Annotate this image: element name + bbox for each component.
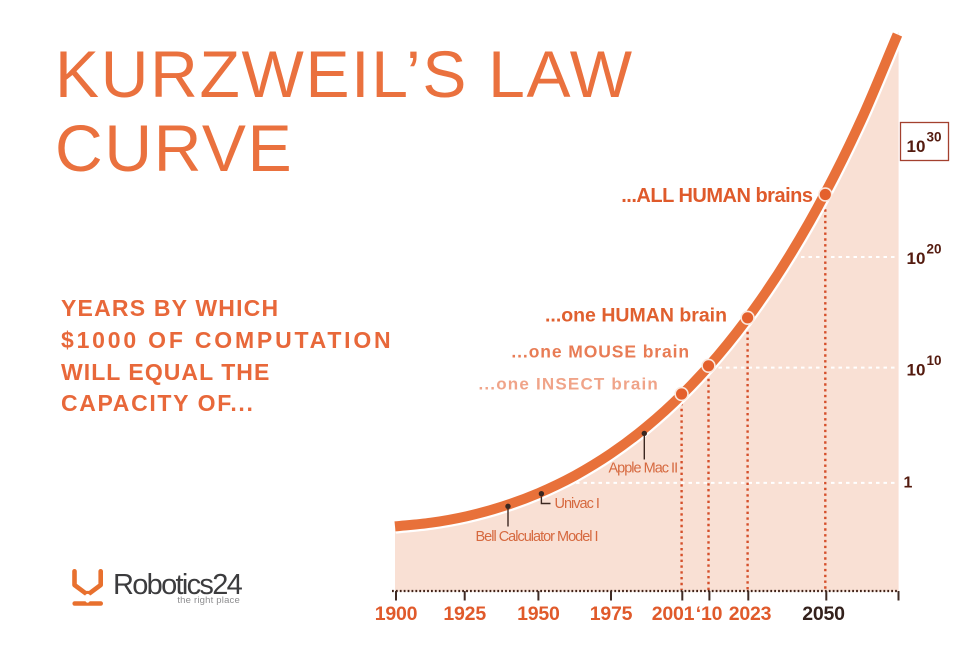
svg-text:20: 20 bbox=[927, 242, 942, 257]
svg-text:Apple Mac II: Apple Mac II bbox=[609, 461, 678, 477]
svg-text:‘10: ‘10 bbox=[696, 603, 723, 625]
svg-text:10: 10 bbox=[907, 249, 926, 268]
svg-text:...one INSECT brain: ...one INSECT brain bbox=[478, 375, 659, 394]
svg-text:...one HUMAN brain: ...one HUMAN brain bbox=[545, 305, 727, 327]
svg-text:1975: 1975 bbox=[590, 603, 633, 625]
svg-text:...ALL HUMAN brains: ...ALL HUMAN brains bbox=[621, 185, 813, 207]
svg-text:Univac I: Univac I bbox=[555, 496, 599, 512]
svg-text:10: 10 bbox=[907, 137, 926, 156]
svg-text:1950: 1950 bbox=[517, 603, 560, 625]
svg-text:1925: 1925 bbox=[443, 603, 486, 625]
svg-text:2050: 2050 bbox=[802, 603, 845, 625]
svg-text:10: 10 bbox=[907, 361, 926, 380]
svg-text:2001: 2001 bbox=[652, 603, 695, 625]
svg-text:...one MOUSE brain: ...one MOUSE brain bbox=[511, 342, 690, 362]
svg-text:1: 1 bbox=[904, 475, 913, 492]
svg-text:10: 10 bbox=[927, 353, 942, 368]
svg-text:1900: 1900 bbox=[375, 603, 418, 625]
svg-text:2023: 2023 bbox=[729, 603, 772, 625]
svg-text:30: 30 bbox=[927, 130, 942, 145]
svg-text:Bell Calculator Model I: Bell Calculator Model I bbox=[476, 529, 598, 545]
